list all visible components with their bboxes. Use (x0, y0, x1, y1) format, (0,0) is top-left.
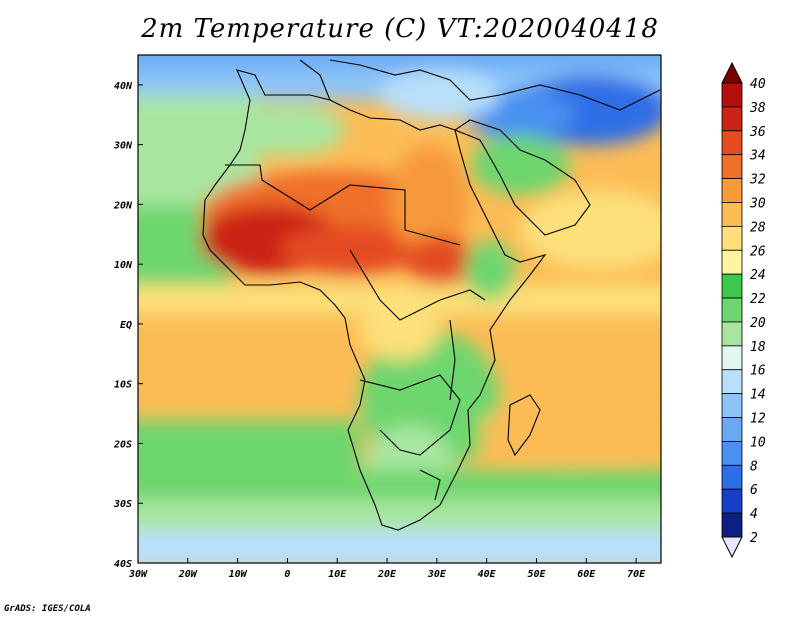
colorbar-bin (721, 417, 743, 442)
y-tick-label: 10S (114, 380, 132, 391)
colorbar-bin (721, 202, 743, 227)
colorbar-label: 34 (749, 149, 766, 164)
colorbar-bin (721, 249, 743, 275)
y-tick-label: 30S (113, 499, 132, 510)
colorbar-label: 8 (750, 459, 758, 474)
colorbar-top-arrow (721, 61, 743, 84)
colorbar-label: 40 (750, 77, 766, 92)
colorbar-bin (721, 178, 743, 203)
x-tick-label: 30E (427, 569, 447, 580)
y-tick-label: 10N (114, 260, 133, 271)
x-tick-label: 10W (229, 569, 248, 580)
x-tick-label: 70E (627, 569, 646, 580)
colorbar-bin (721, 488, 743, 514)
colorbar-label: 20 (750, 316, 766, 331)
colorbar-label: 26 (750, 244, 766, 259)
y-axis: 40N 30N 20N 10N EQ 10S 20S 30S 40S (113, 81, 143, 570)
y-tick-label: EQ (120, 320, 132, 331)
x-tick-label: 10E (328, 569, 347, 580)
colorbar-bin (721, 297, 743, 323)
x-tick-label: 60E (577, 569, 596, 580)
grads-credit: GrADS: IGES/COLA (4, 604, 91, 614)
colorbar-bin (721, 441, 743, 466)
x-tick-label: 20W (178, 569, 198, 580)
x-tick-label: 40E (478, 569, 497, 580)
y-tick-label: 20S (113, 439, 132, 450)
colorbar-label: 28 (750, 220, 766, 235)
colorbar-label: 14 (750, 388, 766, 403)
colorbar-bin (721, 273, 743, 299)
y-tick-label: 40N (114, 81, 133, 92)
y-tick-label: 20N (113, 200, 133, 211)
colorbar-label: 2 (750, 531, 758, 546)
colorbar-bin (721, 369, 743, 395)
colorbar-bin (721, 225, 743, 251)
colorbar-label: 38 (749, 101, 766, 116)
x-axis: 30W 20W 10W 0 10E 20E 30E 40E 50E 60E 70E (128, 558, 646, 580)
x-tick-label: 50E (527, 569, 546, 580)
colorbar: 40 38 36 34 32 30 28 26 24 22 20 18 16 14 12 10 8 6 4 2 (721, 61, 766, 559)
temperature-field (138, 55, 661, 563)
colorbar-bin (721, 82, 743, 108)
colorbar-bin (721, 321, 743, 347)
coastlines (202, 59, 661, 531)
colorbar-label: 10 (750, 435, 766, 450)
colorbar-label: 30 (749, 196, 766, 211)
x-tick-label: 30W (128, 569, 148, 580)
colorbar-label: 12 (750, 412, 766, 427)
x-tick-label: 20E (377, 569, 397, 580)
colorbar-bin (721, 154, 743, 179)
x-tick-label: 0 (284, 569, 290, 580)
colorbar-bin (721, 345, 743, 371)
colorbar-label: 22 (750, 292, 766, 307)
colorbar-label: 18 (750, 340, 766, 355)
y-tick-label: 40S (114, 559, 132, 570)
colorbar-label: 24 (750, 268, 766, 283)
colorbar-bin (721, 106, 743, 132)
colorbar-bin (721, 512, 743, 538)
colorbar-bin (721, 393, 743, 418)
colorbar-label: 6 (750, 483, 758, 498)
colorbar-label: 4 (750, 507, 758, 522)
colorbar-label: 32 (749, 173, 766, 188)
colorbar-bottom-arrow (721, 536, 743, 559)
colorbar-label: 36 (749, 125, 766, 140)
map-frame (137, 54, 662, 564)
chart-title: 2m Temperature (C) VT:2020040418 (141, 14, 659, 44)
colorbar-bin (721, 464, 743, 490)
colorbar-label: 16 (750, 364, 766, 379)
y-tick-label: 30N (113, 141, 133, 152)
colorbar-bin (721, 130, 743, 156)
